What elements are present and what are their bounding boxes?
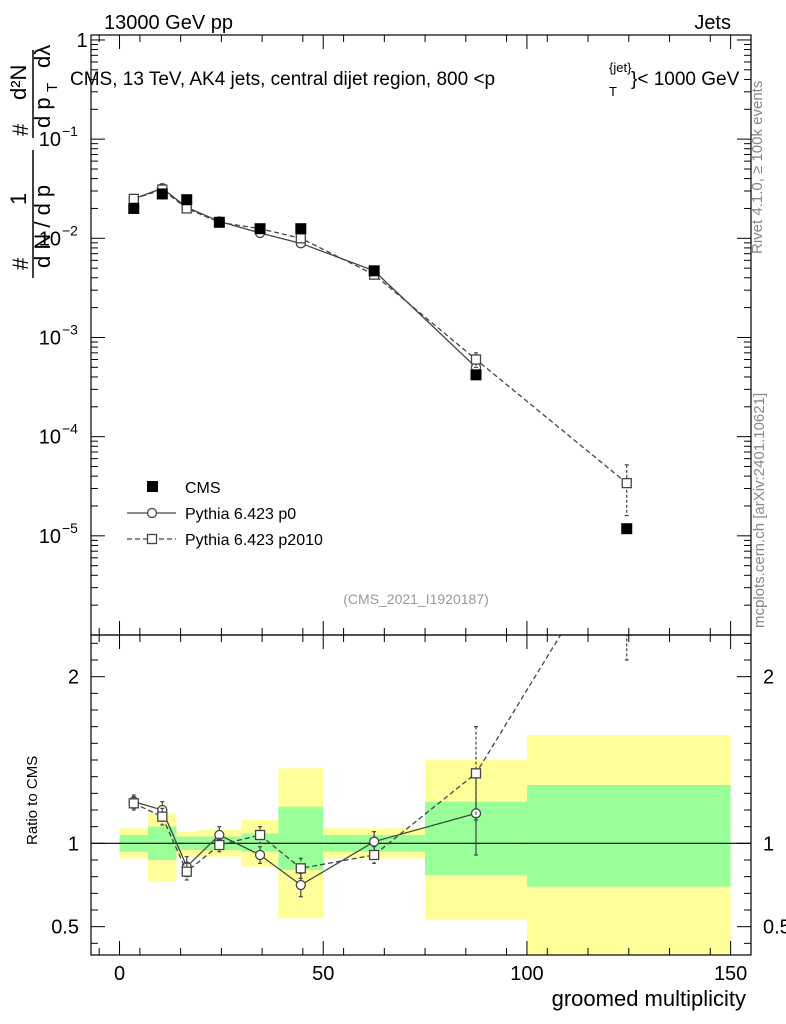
rivet-version-label: Rivet 4.1.0, ≥ 100k events — [749, 81, 766, 254]
main-y-tick-exp-1: −1 — [62, 123, 78, 139]
x-axis-title: groomed multiplicity — [552, 986, 746, 1011]
ratio-point-p2010-3 — [214, 839, 225, 851]
ratio-point-p2010-6 — [368, 849, 380, 861]
main-y-ticks: 110−110−210−310−410−5 — [39, 30, 751, 606]
x-tick-label-3: 150 — [714, 963, 747, 985]
ratio-panel — [91, 635, 751, 955]
x-tick-label-0: 0 — [114, 963, 125, 985]
cms-point-4 — [254, 223, 266, 235]
process-label: Jets — [694, 12, 731, 34]
main-y-tick-label-0: 1 — [76, 30, 87, 52]
ratio-point-p2010-1 — [157, 811, 168, 822]
ratio-y-tick-label-right-0: 0.5 — [763, 917, 786, 939]
ratio-y-tick-label-right-2: 2 — [763, 667, 774, 689]
ratio-curves — [128, 635, 629, 898]
legend-label-cms: CMS — [185, 480, 221, 497]
y-label-hash-1: # — [8, 257, 33, 270]
legend-label-p2010: Pythia 6.423 p2010 — [185, 532, 323, 549]
main-y-tick-label-5: 10 — [39, 526, 61, 548]
cms-point-2 — [181, 194, 193, 206]
collision-label: 13000 GeV pp — [104, 12, 233, 34]
main-y-tick-exp-2: −2 — [62, 222, 78, 238]
cms-point-5 — [295, 223, 307, 235]
y-label-sub: T — [44, 83, 61, 92]
main-y-tick-label-4: 10 — [39, 427, 61, 449]
mcplots-label: mcplots.cern.ch [arXiv:2401.10621] — [751, 393, 768, 628]
y-label-den1: d N / d p — [30, 185, 55, 268]
series-line-p2010 — [133, 188, 628, 484]
legend: CMS Pythia 6.423 p0 Pythia 6.423 p2010 — [127, 480, 323, 549]
legend-marker-cms — [147, 481, 158, 492]
ratio-y-ticks: 0.5 0.5 1 1 2 2 — [51, 642, 786, 944]
cms-point-1 — [156, 188, 168, 200]
ratio-point-p0-6 — [368, 836, 380, 847]
ratio-point-p0-4 — [254, 849, 266, 861]
main-y-tick-label-3: 10 — [39, 327, 61, 349]
y-label-lambda: dλ — [30, 45, 55, 68]
main-y-tick-exp-5: −5 — [62, 520, 78, 536]
main-y-tick-label-2: 10 — [39, 228, 61, 250]
series-point-p2010-8 — [621, 477, 632, 489]
ratio-point-p2010-2 — [181, 866, 192, 877]
analysis-tag: (CMS_2021_I1920187) — [343, 591, 489, 607]
x-tick-label-1: 50 — [312, 963, 334, 985]
title-main: CMS, 13 TeV, AK4 jets, central dijet reg… — [70, 69, 495, 90]
ratio-panel-frame — [90, 634, 752, 956]
ratio-line-p2010 — [133, 635, 562, 873]
title-tail: }< 1000 GeV — [631, 69, 740, 90]
ratio-point-p0-5 — [295, 879, 306, 891]
series-point-p2010-2 — [181, 203, 192, 214]
ratio-point-p2010-7 — [470, 768, 482, 779]
cms-point-0 — [128, 202, 140, 214]
legend-marker-p2010 — [146, 533, 158, 545]
series-point-p2010-7 — [470, 354, 482, 365]
main-y-tick-exp-3: −3 — [62, 321, 78, 337]
ratio-y-tick-label-left-2: 2 — [68, 667, 79, 689]
legend-marker-p0 — [146, 507, 158, 519]
x-ticks: 0 50 100 150 — [98, 35, 752, 985]
ratio-point-p2010-5 — [295, 863, 306, 874]
ratio-y-tick-label-right-1: 1 — [763, 833, 774, 855]
main-y-axis-label: # 1 d N / d p # d²N d p T dλ — [6, 45, 61, 278]
series-point-p2010-5 — [295, 233, 306, 244]
legend-label-p0: Pythia 6.423 p0 — [185, 506, 296, 523]
title-superscript: {jet} — [609, 60, 632, 75]
main-panel — [128, 183, 633, 535]
cms-point-7 — [470, 369, 482, 381]
series-line-p0 — [133, 187, 477, 368]
plot-title: CMS, 13 TeV, AK4 jets, central dijet reg… — [70, 60, 740, 99]
cms-point-8 — [621, 523, 633, 535]
x-tick-label-2: 100 — [510, 963, 543, 985]
main-y-tick-label-1: 10 — [39, 129, 61, 151]
ratio-green-band-8 — [526, 785, 731, 887]
y-label-hash-2: # — [8, 123, 33, 136]
y-label-num2: d²N — [6, 65, 31, 100]
ratio-y-tick-label-left-0: 0.5 — [51, 917, 79, 939]
main-y-tick-exp-4: −4 — [62, 421, 78, 437]
ratio-y-axis-title: Ratio to CMS — [24, 756, 41, 845]
y-label-den2: d p — [30, 97, 55, 128]
title-subscript: T — [609, 84, 617, 99]
ratio-point-p2010-4 — [254, 829, 266, 841]
ratio-point-p2010-0 — [128, 798, 139, 809]
series-point-p2010-0 — [128, 193, 139, 204]
y-label-num1: 1 — [6, 193, 31, 205]
cms-point-3 — [213, 216, 225, 228]
ratio-y-tick-label-left-1: 1 — [68, 833, 79, 855]
cms-point-6 — [368, 265, 380, 277]
